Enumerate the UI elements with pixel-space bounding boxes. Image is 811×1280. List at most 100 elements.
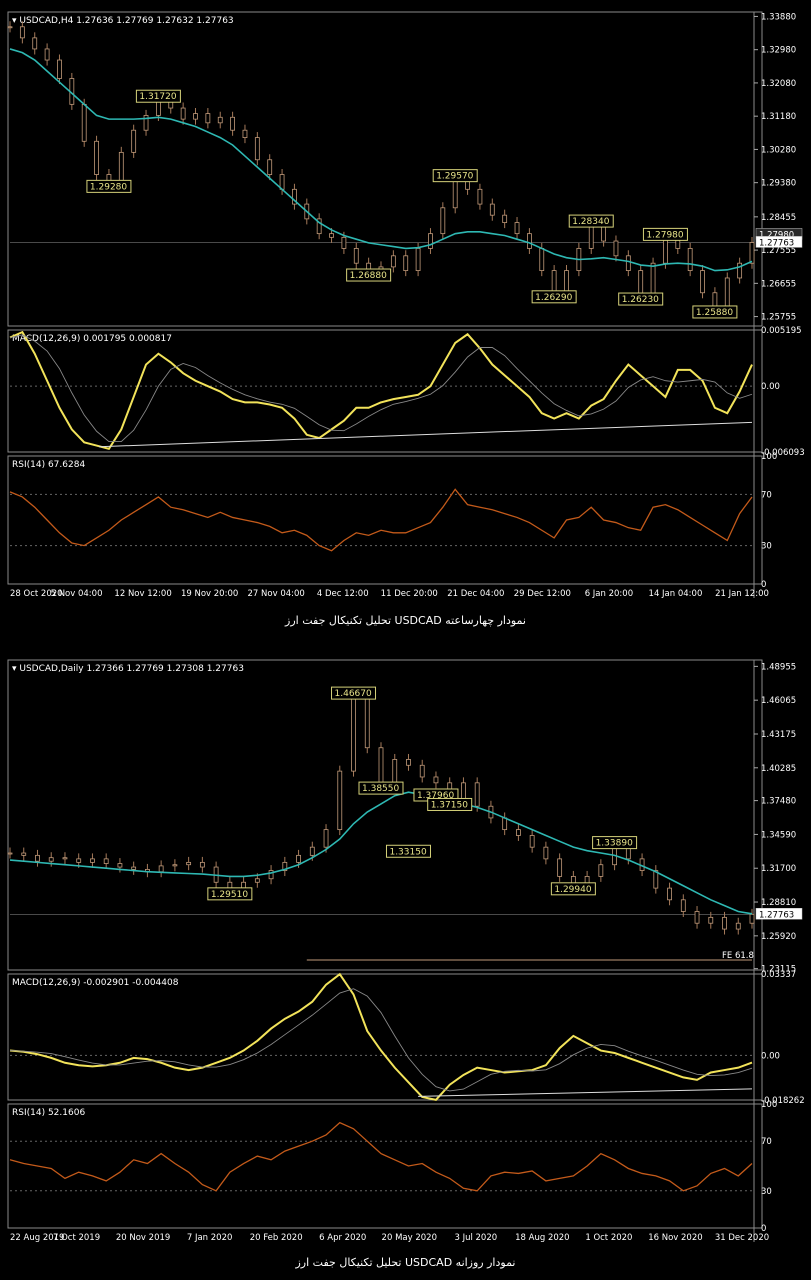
candle-body (687, 248, 693, 271)
candle-body (131, 129, 137, 153)
date-tick-label: 14 Jan 04:00 (649, 589, 703, 599)
rsi-tick-label: 30 (761, 542, 772, 552)
candle-body (282, 861, 288, 871)
candle-body (700, 270, 705, 294)
swing-label: 1.29570 (436, 172, 473, 182)
date-tick-label: 1 Oct 2020 (585, 1233, 632, 1243)
swing-label-box (331, 686, 377, 700)
candle-body (474, 782, 480, 807)
date-tick-label: 28 Oct 2020 (10, 589, 63, 599)
candle-body (489, 203, 495, 216)
candle-body (502, 817, 508, 831)
swing-label-box (531, 290, 577, 304)
panel-frame-2 (7, 1103, 763, 1229)
macd-tick-label: -0.018262 (761, 1096, 805, 1106)
candle-body (217, 116, 223, 124)
candle-body (316, 218, 322, 235)
candle-body (19, 26, 25, 39)
candle-body (737, 262, 743, 279)
price-tick-label: 1.33880 (761, 12, 796, 22)
swing-label-box (207, 887, 253, 901)
swing-label-box (618, 292, 664, 306)
price-tick-label: 1.40285 (761, 764, 796, 774)
date-tick-label: 7 Oct 2019 (53, 1233, 100, 1243)
price-tick-label: 1.28455 (761, 213, 796, 223)
candle-body (353, 248, 359, 264)
candle-body (90, 858, 95, 863)
swing-label-box (550, 882, 596, 896)
date-tick-label: 20 Nov 2019 (116, 1233, 170, 1243)
candle-body (502, 214, 508, 223)
candle-body (62, 857, 68, 860)
fe-level-label: FE 61.8 (722, 951, 754, 961)
price-tick-label: 1.31180 (761, 112, 796, 122)
candle-body (749, 242, 755, 264)
panel-frame-1 (7, 329, 763, 453)
date-tick-label: 11 Dec 20:00 (381, 589, 438, 599)
date-tick-label: 7 Jan 2020 (187, 1233, 233, 1243)
candle-body (557, 858, 563, 877)
candle-body (539, 248, 545, 271)
swing-label-box (385, 844, 431, 858)
candle-body (44, 48, 50, 61)
candle-body (598, 864, 604, 877)
candle-body (514, 222, 520, 235)
price-badge-label: 1.27980 (759, 230, 794, 240)
candle-body (7, 26, 13, 29)
swing-label-box (432, 169, 478, 183)
price-tick-label: 1.32080 (761, 79, 796, 89)
date-tick-label: 6 Jan 20:00 (585, 589, 633, 599)
macd-divergence-line (99, 421, 753, 448)
candle-body (309, 846, 315, 856)
candle-body (433, 776, 439, 784)
swing-label: 1.27980 (646, 230, 683, 240)
swing-label-box (86, 179, 132, 193)
candle-body (516, 829, 521, 836)
candle-body (268, 870, 274, 880)
swing-label-box (568, 214, 614, 228)
chart-header: ▾ USDCAD,Daily 1.27366 1.27769 1.27308 1… (12, 664, 244, 674)
candle-body (199, 861, 205, 868)
price-tick-label: 1.29380 (761, 179, 796, 189)
macd-label: MACD(12,26,9) 0.001795 0.000817 (12, 334, 172, 344)
date-tick-label: 31 Dec 2020 (715, 1233, 769, 1243)
price-badge (755, 236, 803, 248)
candle-body (337, 770, 343, 831)
candle-body (103, 858, 109, 864)
candle-body (749, 913, 755, 924)
candle-body (254, 878, 260, 883)
candle-body (242, 129, 248, 138)
rsi-tick-label: 30 (761, 1187, 772, 1197)
candle-body (254, 137, 260, 161)
h4-caption: تحلیل تکنیکال جفت ارز USDCAD نمودار چهار… (285, 614, 526, 627)
candle-body (735, 922, 741, 930)
macd-tick-label: 0.00 (761, 1051, 780, 1061)
rsi-tick-label: 100 (761, 452, 777, 462)
swing-label: 1.26230 (622, 295, 659, 305)
date-tick-label: 18 Aug 2020 (515, 1233, 569, 1243)
price-tick-label: 1.43175 (761, 730, 796, 740)
candle-body (94, 140, 99, 175)
date-tick-label: 20 Feb 2020 (250, 1233, 303, 1243)
panel-frame-0 (7, 11, 763, 327)
date-tick-label: 27 Nov 04:00 (248, 589, 305, 599)
candle-body (180, 107, 186, 120)
candle-body (364, 692, 370, 749)
swing-label: 1.37960 (417, 791, 454, 801)
candle-body (529, 835, 535, 848)
candle-body (419, 764, 425, 778)
candle-body (193, 113, 198, 120)
price-tick-label: 1.23115 (761, 965, 796, 975)
daily-caption: تحلیل تکنیکال جفت ارز USDCAD نمودار روزا… (295, 1256, 516, 1269)
swing-label: 1.25880 (696, 308, 733, 318)
rsi-tick-label: 100 (761, 1100, 777, 1110)
rsi-tick-label: 0 (761, 1224, 766, 1234)
candle-body (341, 236, 347, 249)
price-tick-label: 1.30280 (761, 145, 796, 155)
date-tick-label: 3 Jul 2020 (454, 1233, 497, 1243)
moving-average-line (9, 48, 753, 272)
swing-label: 1.33150 (389, 847, 426, 857)
price-tick-label: 1.37480 (761, 797, 796, 807)
swing-label: 1.26880 (350, 271, 387, 281)
rsi-label: RSI(14) 67.6284 (12, 460, 85, 470)
